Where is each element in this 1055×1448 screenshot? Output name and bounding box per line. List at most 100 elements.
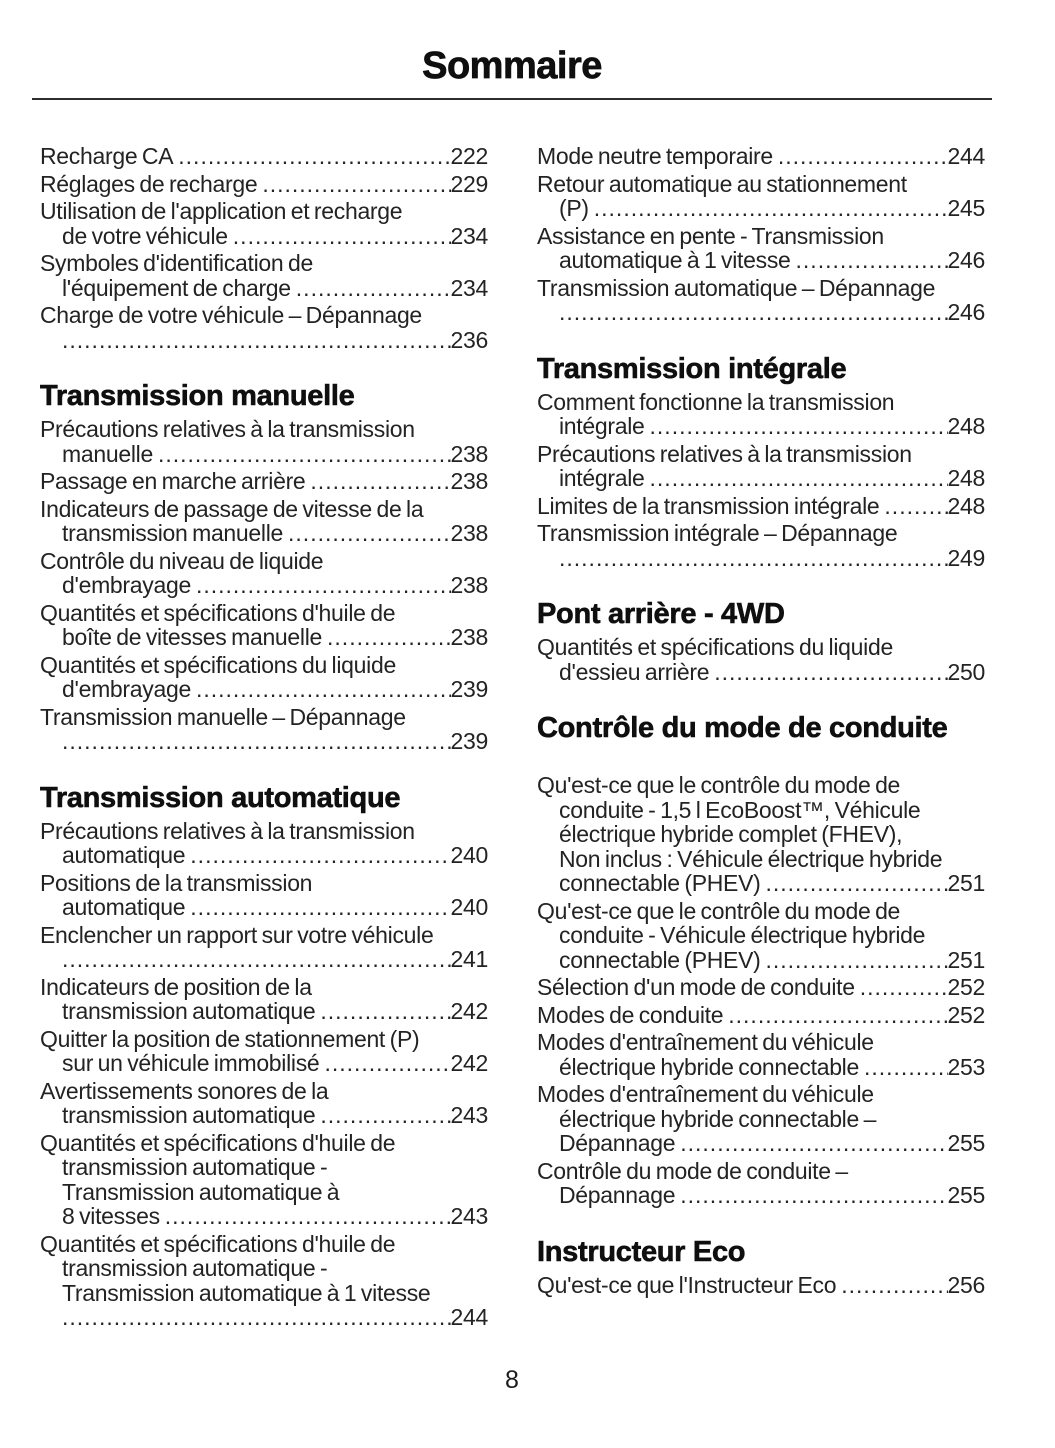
toc-entry-text: boîte de vitesses manuelle <box>62 624 323 650</box>
toc-entry-text: de votre véhicule <box>62 222 228 249</box>
toc-entry-text: transmission manuelle <box>62 520 284 546</box>
leader-dots <box>680 1131 947 1156</box>
toc-entry-text: d'embrayage <box>62 572 191 598</box>
toc-entry-text: Qu'est-ce que l'Instructeur Eco <box>537 1271 837 1298</box>
toc-entry: Charge de votre véhicule – Dépannage 236 <box>40 303 488 352</box>
toc-entry-line: Non inclus : Véhicule électrique hybride <box>559 845 943 872</box>
toc-entry: Précautions relatives à la transmission m… <box>40 417 488 466</box>
toc-entry-text: d'essieu arrière <box>559 658 710 685</box>
page-ref: 244 <box>947 143 986 169</box>
toc-entry: Indicateurs de position de la transmissio… <box>40 974 488 1024</box>
toc-entry: Quantités et spécifications du liquide d'… <box>537 635 985 684</box>
toc-entry: Passage en marche arrière 238 <box>40 469 488 494</box>
toc-entry: Transmission automatique – Dépannage 246 <box>537 275 985 325</box>
leader-dots <box>650 414 948 439</box>
page-ref: 255 <box>947 1182 986 1208</box>
toc-entry-leader-line: (P) 245 <box>537 196 985 221</box>
leader-dots <box>680 1183 947 1208</box>
toc-entry-line: Transmission manuelle – Dépannage <box>40 703 406 730</box>
toc-entry: Qu'est-ce que le contrôle du mode de cond… <box>537 897 985 973</box>
page-ref: 248 <box>947 413 986 439</box>
leader-dots <box>288 521 450 546</box>
toc-entry-leader-line: électrique hybride connectable 253 <box>537 1053 986 1080</box>
toc-entry-leader-line: 244 <box>40 1304 489 1330</box>
toc-entry-line: Quitter la position de stationnement (P) <box>40 1025 420 1052</box>
toc-entry-text: d'embrayage <box>62 676 191 702</box>
toc-entry-leader-line: connectable (PHEV) 251 <box>537 871 985 896</box>
toc-entry-line: Contrôle du niveau de liquide <box>40 547 324 574</box>
toc-entry-text: automatique à 1 vitesse <box>559 247 791 273</box>
toc-entry-line: Quantités et spécifications du liquide <box>537 634 893 660</box>
toc-entry: Transmission intégrale – Dépannage 249 <box>537 521 985 570</box>
toc-entry-leader-line: Modes de conduite 252 <box>537 1001 985 1028</box>
page-ref: 249 <box>947 544 986 571</box>
toc-entry: Précautions relatives à la transmission a… <box>40 818 488 868</box>
toc-entry: Qu'est-ce que le contrôle du mode de cond… <box>537 773 985 896</box>
toc-entry-leader-line: d'embrayage 239 <box>40 677 488 702</box>
page-ref: 245 <box>947 195 986 221</box>
leader-dots <box>320 1103 450 1128</box>
toc-entry-line: électrique hybride connectable – <box>559 1105 877 1132</box>
toc-entry-text: intégrale <box>559 413 645 439</box>
toc-entry: Assistance en pente - Transmission automa… <box>537 223 985 273</box>
leader-dots <box>714 660 947 685</box>
toc-entry-leader-line: l'équipement de charge 234 <box>40 275 488 301</box>
toc-entry: Transmission manuelle – Dépannage 239 <box>40 703 489 754</box>
toc-entry: Recharge CA 222 <box>40 144 488 169</box>
leader-dots <box>62 1305 451 1330</box>
page-ref: 236 <box>450 326 489 353</box>
page-ref: 248 <box>947 465 986 491</box>
toc-entry-text: Recharge CA <box>40 143 174 169</box>
toc-entry-text: manuelle <box>62 440 153 467</box>
page-ref: 238 <box>450 468 489 494</box>
toc-entry-text: automatique <box>62 842 186 868</box>
toc-entry-text: connectable (PHEV) <box>559 946 761 973</box>
page-ref: 243 <box>450 1203 489 1229</box>
leader-dots <box>860 975 948 1000</box>
toc-entry-leader-line: Réglages de recharge 229 <box>40 171 488 197</box>
toc-entry-line: Indicateurs de passage de vitesse de la <box>40 495 424 522</box>
toc-entry-line: Quantités et spécifications du liquide <box>40 651 396 678</box>
toc-entry-text: sur un véhicule immobilisé <box>62 1050 320 1076</box>
page-ref: 243 <box>450 1102 489 1128</box>
toc-entry: Réglages de recharge 229 <box>40 171 488 197</box>
toc-entry-line: Transmission intégrale – Dépannage <box>537 520 898 546</box>
section-heading: Transmission manuelle <box>40 380 355 413</box>
toc-entry: Quantités et spécifications du liquide d'… <box>40 651 488 702</box>
toc-entry-leader-line: 241 <box>40 947 489 972</box>
toc-entry-text: automatique <box>62 894 186 920</box>
leader-dots <box>310 469 450 494</box>
leader-dots <box>324 1051 450 1076</box>
leader-dots <box>594 196 948 221</box>
toc-entry-line: Quantités et spécifications d'huile de <box>40 599 396 626</box>
leader-dots <box>190 895 450 920</box>
toc-entry: Contrôle du niveau de liquide d'embrayage… <box>40 547 489 598</box>
page-ref: 253 <box>947 1053 986 1080</box>
toc-entry-line: Quantités et spécifications d'huile de <box>40 1230 396 1257</box>
page-ref: 222 <box>450 143 489 169</box>
toc-entry-line: conduite - Véhicule électrique hybride <box>559 922 926 948</box>
page-ref: 238 <box>450 624 489 650</box>
toc-entry: Retour automatique au stationnement(P) 24… <box>537 170 985 221</box>
page-ref: 238 <box>450 572 489 598</box>
toc-entry-line: Retour automatique au stationnement <box>537 170 907 197</box>
toc-entry-line: Positions de la transmission <box>40 869 313 896</box>
section-heading: Pont arrière - 4WD <box>537 598 786 631</box>
leader-dots <box>320 999 450 1024</box>
toc-entry: Qu'est-ce que l'Instructeur Eco 256 <box>537 1271 985 1298</box>
toc-entry-leader-line: 239 <box>40 729 489 754</box>
page-title: Sommaire <box>422 45 603 88</box>
page-ref: 244 <box>450 1304 489 1330</box>
leader-dots <box>841 1273 947 1298</box>
toc-entry-line: Transmission automatique à 1 vitesse <box>62 1279 431 1306</box>
toc-entry-line: Avertissements sonores de la <box>40 1077 329 1104</box>
toc-entry-line: électrique hybride complet (FHEV), <box>559 821 903 847</box>
toc-entry-text: (P) <box>559 195 589 221</box>
toc-entry-line: Modes d'entraînement du véhicule <box>537 1029 874 1055</box>
toc-entry: Modes d'entraînement du véhicule électriq… <box>537 1030 985 1079</box>
toc-entry-line: Qu'est-ce que le contrôle du mode de <box>537 897 901 924</box>
toc-entry-text: Modes de conduite <box>537 1001 724 1028</box>
leader-dots <box>62 328 451 353</box>
toc-entry-text: transmission automatique <box>62 998 316 1024</box>
